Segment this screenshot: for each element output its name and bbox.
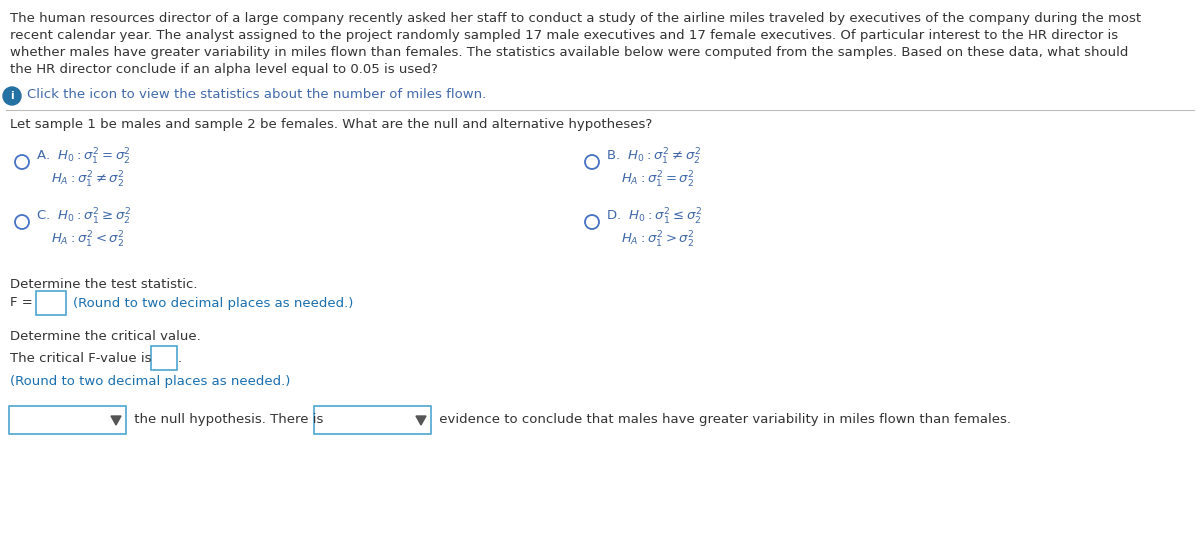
Text: $H_A: \sigma_1^2 = \sigma_2^2$: $H_A: \sigma_1^2 = \sigma_2^2$: [622, 170, 695, 190]
Text: $H_A: \sigma_1^2 > \sigma_2^2$: $H_A: \sigma_1^2 > \sigma_2^2$: [622, 230, 695, 250]
Polygon shape: [112, 416, 121, 425]
Text: Determine the test statistic.: Determine the test statistic.: [10, 278, 198, 291]
Text: .: .: [178, 351, 182, 365]
FancyBboxPatch shape: [151, 346, 178, 370]
Text: the null hypothesis. There is: the null hypothesis. There is: [130, 414, 323, 426]
Text: Let sample 1 be males and sample 2 be females. What are the null and alternative: Let sample 1 be males and sample 2 be fe…: [10, 118, 653, 131]
Text: whether males have greater variability in miles flown than females. The statisti: whether males have greater variability i…: [10, 46, 1128, 59]
Text: Click the icon to view the statistics about the number of miles flown.: Click the icon to view the statistics ab…: [28, 89, 486, 102]
Text: i: i: [10, 91, 14, 101]
Text: (Round to two decimal places as needed.): (Round to two decimal places as needed.): [73, 296, 353, 310]
FancyBboxPatch shape: [314, 406, 431, 434]
FancyBboxPatch shape: [36, 291, 66, 315]
Text: A.  $H_0: \sigma_1^2 = \sigma_2^2$: A. $H_0: \sigma_1^2 = \sigma_2^2$: [36, 147, 131, 167]
Text: C.  $H_0: \sigma_1^2 \geq \sigma_2^2$: C. $H_0: \sigma_1^2 \geq \sigma_2^2$: [36, 207, 131, 227]
Text: Determine the critical value.: Determine the critical value.: [10, 330, 200, 343]
Polygon shape: [416, 416, 426, 425]
Text: the HR director conclude if an alpha level equal to 0.05 is used?: the HR director conclude if an alpha lev…: [10, 63, 438, 76]
Text: F =: F =: [10, 296, 37, 310]
Text: (Round to two decimal places as needed.): (Round to two decimal places as needed.): [10, 375, 290, 388]
Text: evidence to conclude that males have greater variability in miles flown than fem: evidence to conclude that males have gre…: [436, 414, 1010, 426]
Text: The human resources director of a large company recently asked her staff to cond: The human resources director of a large …: [10, 12, 1141, 25]
Circle shape: [2, 87, 22, 105]
Text: The critical F-value is: The critical F-value is: [10, 351, 156, 365]
Text: $H_A: \sigma_1^2 < \sigma_2^2$: $H_A: \sigma_1^2 < \sigma_2^2$: [50, 230, 125, 250]
FancyBboxPatch shape: [10, 406, 126, 434]
Text: $H_A: \sigma_1^2 \neq \sigma_2^2$: $H_A: \sigma_1^2 \neq \sigma_2^2$: [50, 170, 125, 190]
Text: recent calendar year. The analyst assigned to the project randomly sampled 17 ma: recent calendar year. The analyst assign…: [10, 29, 1118, 42]
Text: B.  $H_0: \sigma_1^2 \neq \sigma_2^2$: B. $H_0: \sigma_1^2 \neq \sigma_2^2$: [606, 147, 701, 167]
Text: D.  $H_0: \sigma_1^2 \leq \sigma_2^2$: D. $H_0: \sigma_1^2 \leq \sigma_2^2$: [606, 207, 702, 227]
